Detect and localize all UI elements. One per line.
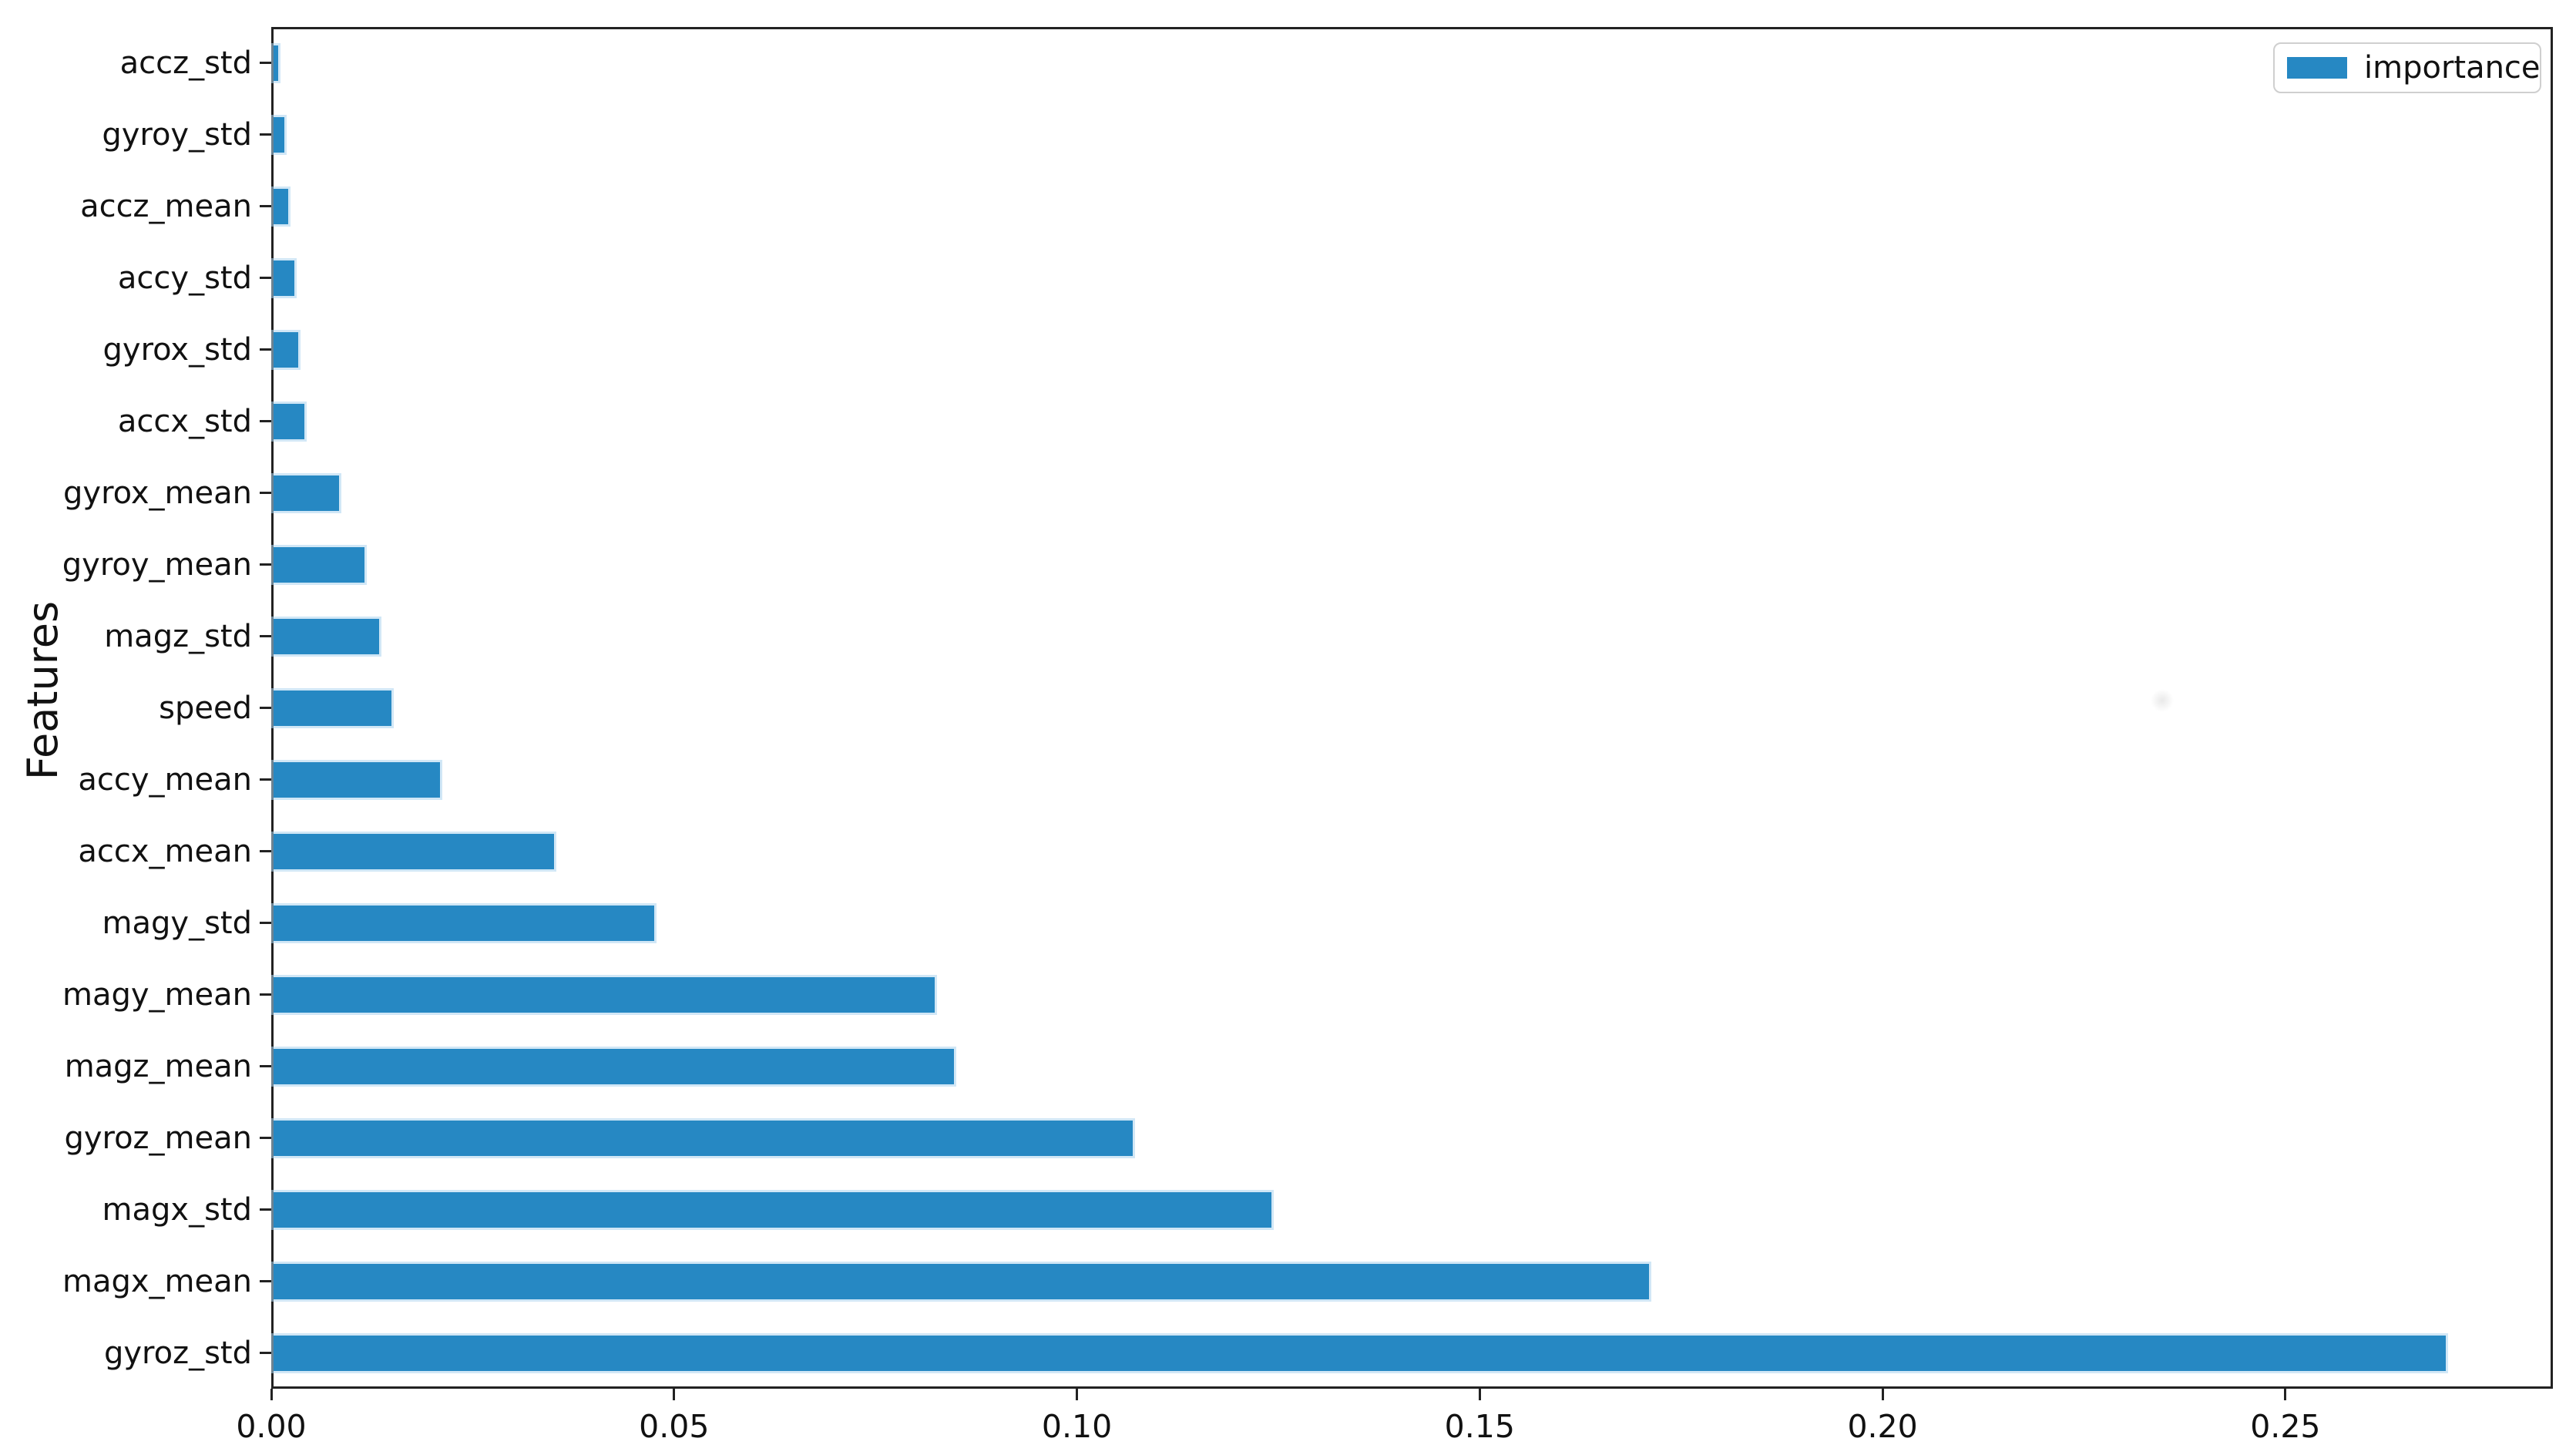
bar-magy_std (274, 905, 654, 941)
legend-label: importance (2364, 50, 2541, 86)
x-tick-label-0.20: 0.20 (1847, 1408, 1918, 1445)
y-tick-magz_std (260, 635, 271, 637)
y-tick-magy_mean (260, 993, 271, 996)
bar-accz_std (274, 45, 279, 81)
bar-accx_mean (274, 833, 554, 869)
bar-gyrox_mean (274, 475, 339, 511)
x-tick-label-0.00: 0.00 (236, 1408, 307, 1445)
y-tick-accy_mean (260, 778, 271, 781)
bar-gyroz_std (274, 1335, 2446, 1371)
x-tick-0.25 (2284, 1389, 2287, 1400)
y-tick-magx_std (260, 1208, 271, 1211)
bar-magx_std (274, 1191, 1272, 1228)
y-tick-gyroz_std (260, 1352, 271, 1354)
x-tick-0.10 (1076, 1389, 1079, 1400)
y-tick-gyrox_std (260, 348, 271, 351)
x-tick-label-0.10: 0.10 (1041, 1408, 1113, 1445)
category-label-gyrox_std: gyrox_std (102, 331, 252, 368)
category-label-accz_mean: accz_mean (80, 188, 252, 224)
category-label-accx_std: accx_std (117, 403, 252, 439)
x-tick-label-0.05: 0.05 (639, 1408, 710, 1445)
category-label-accz_std: accz_std (119, 45, 252, 81)
category-label-accx_mean: accx_mean (78, 833, 252, 869)
legend: importance (2273, 42, 2541, 93)
x-tick-0.00 (270, 1389, 273, 1400)
category-label-magy_std: magy_std (102, 905, 252, 941)
y-tick-accy_std (260, 277, 271, 279)
artifact-dot (2151, 689, 2174, 712)
bar-accz_mean (274, 188, 288, 224)
category-label-gyroy_std: gyroy_std (102, 116, 252, 153)
category-label-accy_std: accy_std (117, 260, 252, 296)
bar-accy_mean (274, 761, 441, 798)
bar-magx_mean (274, 1263, 1649, 1299)
x-tick-0.20 (1881, 1389, 1884, 1400)
y-tick-gyroz_mean (260, 1137, 271, 1139)
category-label-magz_mean: magz_mean (64, 1048, 252, 1084)
category-label-magz_std: magz_std (104, 618, 252, 654)
bar-magz_mean (274, 1048, 955, 1084)
category-label-speed: speed (159, 690, 252, 726)
category-label-accy_mean: accy_mean (78, 761, 252, 798)
bar-gyrox_std (274, 331, 299, 368)
bar-speed (274, 690, 391, 726)
category-label-magx_std: magx_std (102, 1191, 252, 1228)
y-tick-accx_mean (260, 850, 271, 852)
y-tick-gyroy_mean (260, 563, 271, 566)
plot-area (271, 27, 2553, 1389)
category-label-gyroz_std: gyroz_std (103, 1335, 252, 1371)
bar-accx_std (274, 403, 304, 439)
y-tick-gyrox_mean (260, 492, 271, 494)
y-tick-accx_std (260, 420, 271, 422)
category-label-gyroz_mean: gyroz_mean (64, 1120, 252, 1156)
x-tick-label-0.15: 0.15 (1444, 1408, 1515, 1445)
y-tick-magx_mean (260, 1280, 271, 1282)
y-tick-accz_mean (260, 205, 271, 207)
bar-gyroy_mean (274, 546, 365, 583)
x-tick-label-0.25: 0.25 (2250, 1408, 2321, 1445)
bar-magz_std (274, 618, 379, 654)
category-label-magx_mean: magx_mean (62, 1263, 252, 1299)
legend-swatch-icon (2287, 57, 2347, 79)
category-label-gyroy_mean: gyroy_mean (62, 546, 252, 583)
y-tick-speed (260, 707, 271, 709)
y-tick-gyroy_std (260, 133, 271, 136)
y-tick-accz_std (260, 62, 271, 64)
x-tick-0.15 (1478, 1389, 1481, 1400)
bar-gyroz_mean (274, 1120, 1133, 1156)
bar-accy_std (274, 260, 295, 296)
category-label-magy_mean: magy_mean (62, 976, 252, 1013)
y-tick-magy_std (260, 922, 271, 924)
x-tick-0.05 (673, 1389, 676, 1400)
bar-magy_mean (274, 976, 935, 1013)
category-label-gyrox_mean: gyrox_mean (63, 475, 252, 511)
bar-gyroy_std (274, 116, 284, 153)
y-tick-magz_mean (260, 1065, 271, 1067)
